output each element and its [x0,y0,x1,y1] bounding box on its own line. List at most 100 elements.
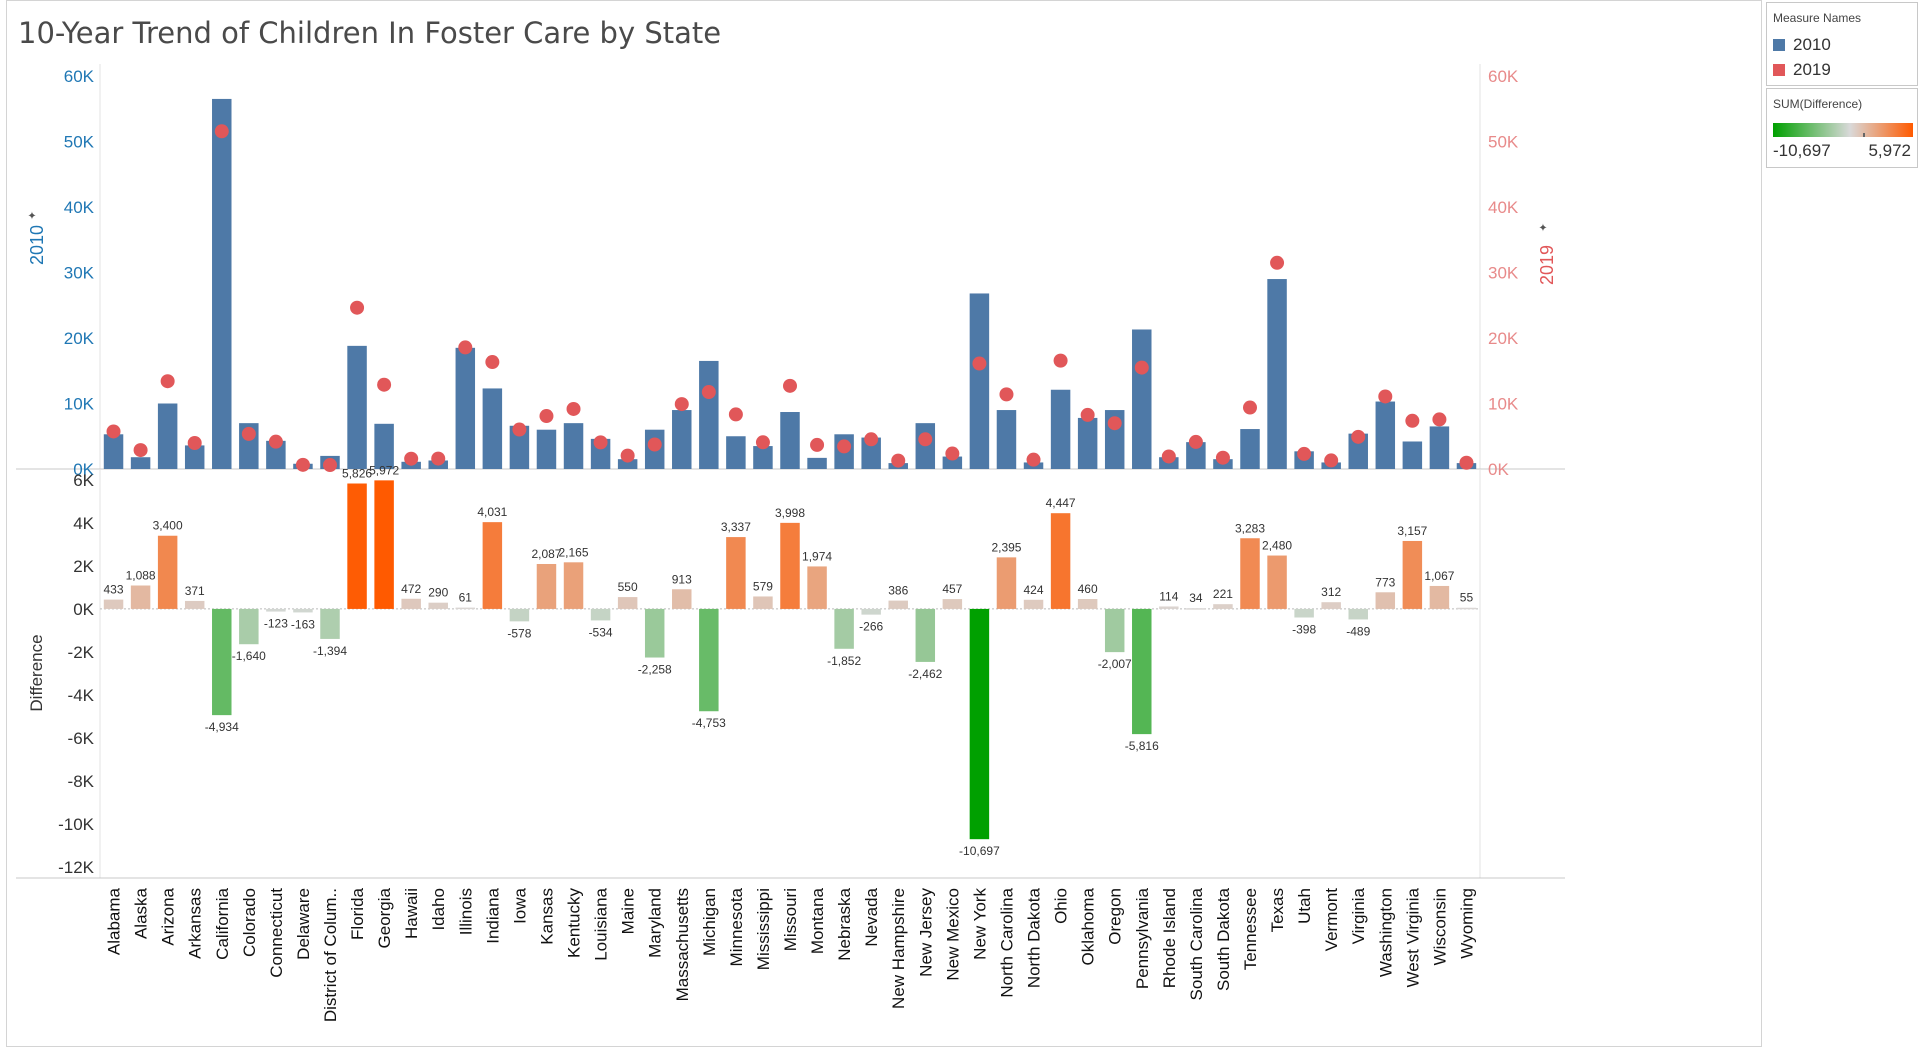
legend-title: Measure Names [1773,11,1862,25]
difference-bar [455,607,476,610]
x-tick-label: Wyoming [1457,888,1476,959]
difference-bar [482,522,503,609]
difference-bar [1402,540,1423,609]
dot-2019 [431,451,446,466]
legend-title: SUM(Difference) [1773,97,1863,111]
difference-bar [103,599,124,609]
difference-bar [1186,608,1206,610]
bar-2010 [536,429,557,469]
x-tick-label: Washington [1376,888,1395,977]
bar-2010 [455,347,476,469]
y-tick-label: -8K [68,772,95,791]
dot-2019 [512,422,527,437]
difference-bar [807,566,827,609]
difference-bar [1294,608,1314,618]
x-tick-label: North Carolina [997,887,1016,997]
dot-2019 [1351,429,1366,444]
dot-2019 [810,437,825,452]
difference-label: -4,934 [205,720,239,734]
x-tick-label: Oklahoma [1079,887,1098,965]
difference-label: 2,395 [991,540,1021,554]
difference-bar [1050,513,1071,609]
x-tick-label: Kansas [537,888,556,945]
bar-2010 [374,423,394,469]
difference-label: -2,258 [638,663,672,677]
x-tick-label: California [213,887,232,959]
bar-2010 [563,423,584,469]
x-tick-label: Illinois [456,888,475,935]
bar-2010 [617,459,638,469]
difference-bar [428,602,448,609]
dot-2019 [647,437,662,452]
difference-label: 371 [185,584,205,598]
y-tick-label: -4K [68,686,95,705]
difference-label: 773 [1375,575,1395,589]
y-tick-label: 4K [73,514,94,533]
dot-2019 [323,458,337,473]
x-tick-label: Utah [1295,888,1314,924]
dot-2019 [1080,407,1095,422]
measure-names-legend[interactable]: Measure Names 2010 2019 [1766,2,1918,86]
difference-label: 579 [753,579,773,593]
legend-item-2019[interactable]: 2019 [1773,60,1831,80]
pin-icon: ✦ [27,211,39,220]
dot-2019 [404,451,419,466]
bar-2010 [1186,442,1206,469]
difference-color-legend[interactable]: SUM(Difference) -10,697 5,972 [1766,88,1918,168]
x-tick-label: Nevada [862,887,881,946]
x-tick-label: Arizona [159,887,178,945]
dot-2019 [783,378,797,393]
x-tick-label: Maine [619,888,638,934]
dot-2019 [1270,255,1285,270]
bar-2010 [103,434,124,469]
difference-label: 312 [1321,585,1341,599]
y-tick-label: 0K [73,600,94,619]
difference-label: -266 [859,620,883,634]
difference-bar [1159,606,1179,609]
bar-2010 [672,410,692,469]
bar-2010 [130,457,151,469]
y-axis-title-right: 2019 [1537,245,1557,285]
difference-label: 2,165 [559,545,589,559]
bar-2010 [266,440,286,469]
difference-label: 3,337 [721,520,751,534]
difference-label: 3,400 [153,519,183,533]
x-tick-label: Maryland [646,888,665,958]
bar-2010 [482,388,503,469]
bar-2010 [212,98,232,470]
x-tick-label: New Mexico [943,888,962,981]
x-tick-label: Rhode Island [1160,888,1179,988]
difference-bar [266,608,286,612]
x-tick-label: South Carolina [1187,887,1206,1000]
y-tick-label-right: 0K [1488,460,1509,479]
difference-label: 5,826 [342,467,372,481]
difference-label: 433 [104,583,124,597]
x-tick-label: Montana [808,887,827,954]
legend-item-2010[interactable]: 2010 [1773,35,1831,55]
x-tick-label: Mississippi [754,888,773,970]
y-tick-label-left: 60K [64,67,95,86]
difference-bar [509,608,530,622]
bar-2010 [184,445,205,469]
difference-bar [1240,538,1260,609]
difference-label: 2,087 [531,547,561,561]
dot-2019 [187,435,202,450]
bar-2010 [509,425,530,469]
difference-label: -1,640 [232,649,266,663]
difference-bar [130,585,151,609]
difference-bar [969,608,990,840]
x-tick-label: Texas [1268,888,1287,932]
x-tick-label: Ohio [1052,888,1071,924]
x-tick-label: North Dakota [1025,887,1044,988]
difference-bar [699,608,719,712]
dot-2019 [106,424,121,439]
bar-2010 [996,410,1017,469]
dot-2019 [377,377,392,392]
x-tick-label: Missouri [781,888,800,951]
dot-2019 [1405,413,1420,428]
difference-label: -578 [507,626,531,640]
difference-label: 2,480 [1262,539,1292,553]
difference-bar [563,562,584,609]
dot-2019 [1297,446,1312,461]
difference-label: -163 [291,617,315,631]
